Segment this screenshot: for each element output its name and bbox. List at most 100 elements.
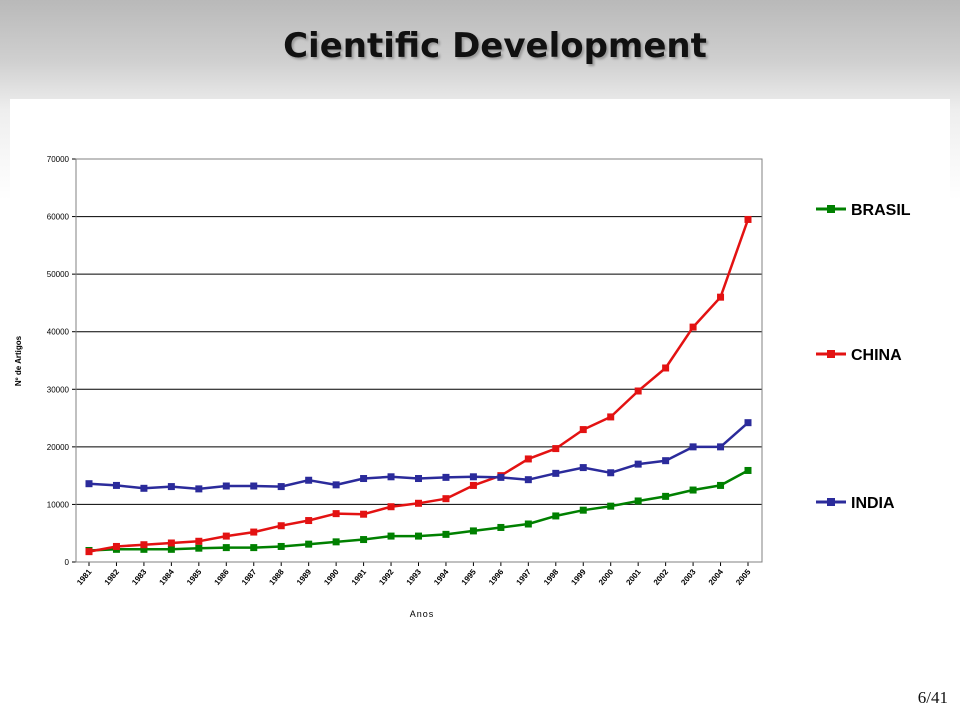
legend-item-india: INDIA <box>816 495 895 512</box>
x-tick-label: 1982 <box>103 567 122 587</box>
data-point <box>332 510 340 518</box>
data-point <box>112 542 120 550</box>
x-tick-label: 1984 <box>158 567 177 587</box>
y-tick-label: 10000 <box>47 500 70 509</box>
data-point <box>607 469 615 477</box>
y-tick-label: 50000 <box>47 270 70 279</box>
series-china <box>85 215 752 556</box>
data-point <box>112 481 120 489</box>
data-point <box>607 502 615 510</box>
series-lines <box>85 215 752 556</box>
data-point <box>744 466 752 474</box>
data-point <box>415 475 422 483</box>
data-point <box>387 532 395 540</box>
data-point <box>717 293 725 301</box>
x-tick-label: 1995 <box>460 567 479 587</box>
x-tick-labels: 1981 1982 1983 1984 1985 1986 1987 1988 1989 1990… <box>75 567 753 587</box>
data-point <box>607 413 615 421</box>
data-point <box>387 473 395 481</box>
y-tick-label: 0 <box>65 558 70 567</box>
data-point <box>524 476 532 484</box>
data-point <box>744 419 752 427</box>
data-point <box>442 473 450 481</box>
x-tick-label: 1996 <box>487 567 506 587</box>
data-point <box>442 530 450 538</box>
data-point <box>552 512 560 520</box>
data-point <box>85 480 93 488</box>
slide-title: Cientific Development <box>283 26 707 66</box>
x-tick-label: 1997 <box>515 567 534 587</box>
x-tick-label: 1999 <box>569 567 588 587</box>
data-point <box>552 445 560 453</box>
data-point <box>140 541 148 549</box>
data-point <box>689 486 697 494</box>
y-tick-label: 60000 <box>47 213 70 222</box>
data-point <box>442 495 450 503</box>
data-point <box>689 323 697 331</box>
data-point <box>689 443 697 451</box>
x-tick-label: 1986 <box>212 567 231 587</box>
data-point <box>250 544 258 552</box>
chart-panel: 0 10000 20000 30000 40000 50000 60000 70000 198… <box>10 99 950 624</box>
data-point <box>524 455 532 463</box>
page-number: 6/41 <box>917 688 948 707</box>
data-point <box>195 485 203 493</box>
data-point <box>579 506 587 514</box>
y-tick-label: 20000 <box>47 443 70 452</box>
data-point <box>360 475 368 483</box>
data-point <box>332 481 340 489</box>
legend: BRASIL CHINA INDIA <box>816 202 911 512</box>
x-tick-label: 1985 <box>185 567 204 587</box>
data-point <box>167 545 175 553</box>
data-point <box>305 517 313 525</box>
data-point <box>469 473 477 481</box>
data-point <box>222 532 230 540</box>
data-point <box>250 528 258 536</box>
data-point <box>195 544 203 552</box>
data-point <box>305 476 313 484</box>
x-tick-label: 2004 <box>707 567 726 587</box>
plot-area <box>75 158 763 563</box>
data-point <box>717 443 725 451</box>
legend-swatch-marker <box>827 498 835 506</box>
legend-swatch-marker <box>827 205 835 213</box>
legend-label: CHINA <box>851 347 902 364</box>
data-point <box>744 215 752 223</box>
data-point <box>497 473 505 481</box>
x-tick-label: 2005 <box>734 567 753 587</box>
x-tick-label: 1989 <box>295 567 314 587</box>
legend-label: INDIA <box>851 495 895 512</box>
gridlines <box>72 158 762 566</box>
data-point <box>332 538 340 546</box>
x-axis-label: Anos <box>410 609 435 619</box>
data-point <box>277 542 285 550</box>
y-tick-label: 40000 <box>47 328 70 337</box>
data-point <box>195 537 203 545</box>
x-tick-label: 1987 <box>240 567 259 587</box>
data-point <box>140 484 148 492</box>
data-point <box>662 457 670 465</box>
data-point <box>167 483 175 491</box>
data-point <box>415 532 422 540</box>
x-tick-label: 2002 <box>652 567 671 587</box>
data-point <box>415 499 422 507</box>
data-point <box>634 497 642 505</box>
legend-item-brasil: BRASIL <box>816 202 911 219</box>
data-point <box>662 492 670 500</box>
data-point <box>662 364 670 372</box>
legend-label: BRASIL <box>851 202 911 219</box>
data-point <box>469 527 477 535</box>
data-point <box>277 522 285 530</box>
x-tick-label: 1990 <box>322 567 341 587</box>
legend-item-china: CHINA <box>816 347 902 364</box>
data-point <box>717 481 725 489</box>
x-tick-label: 2000 <box>597 567 616 587</box>
data-point <box>497 523 505 531</box>
legend-swatch-marker <box>827 350 835 358</box>
x-tick-label: 1998 <box>542 567 561 587</box>
x-tick-label: 1993 <box>405 567 424 587</box>
y-tick-label: 30000 <box>47 385 70 394</box>
data-point <box>579 464 587 472</box>
data-point <box>387 503 395 511</box>
data-point <box>360 536 368 544</box>
